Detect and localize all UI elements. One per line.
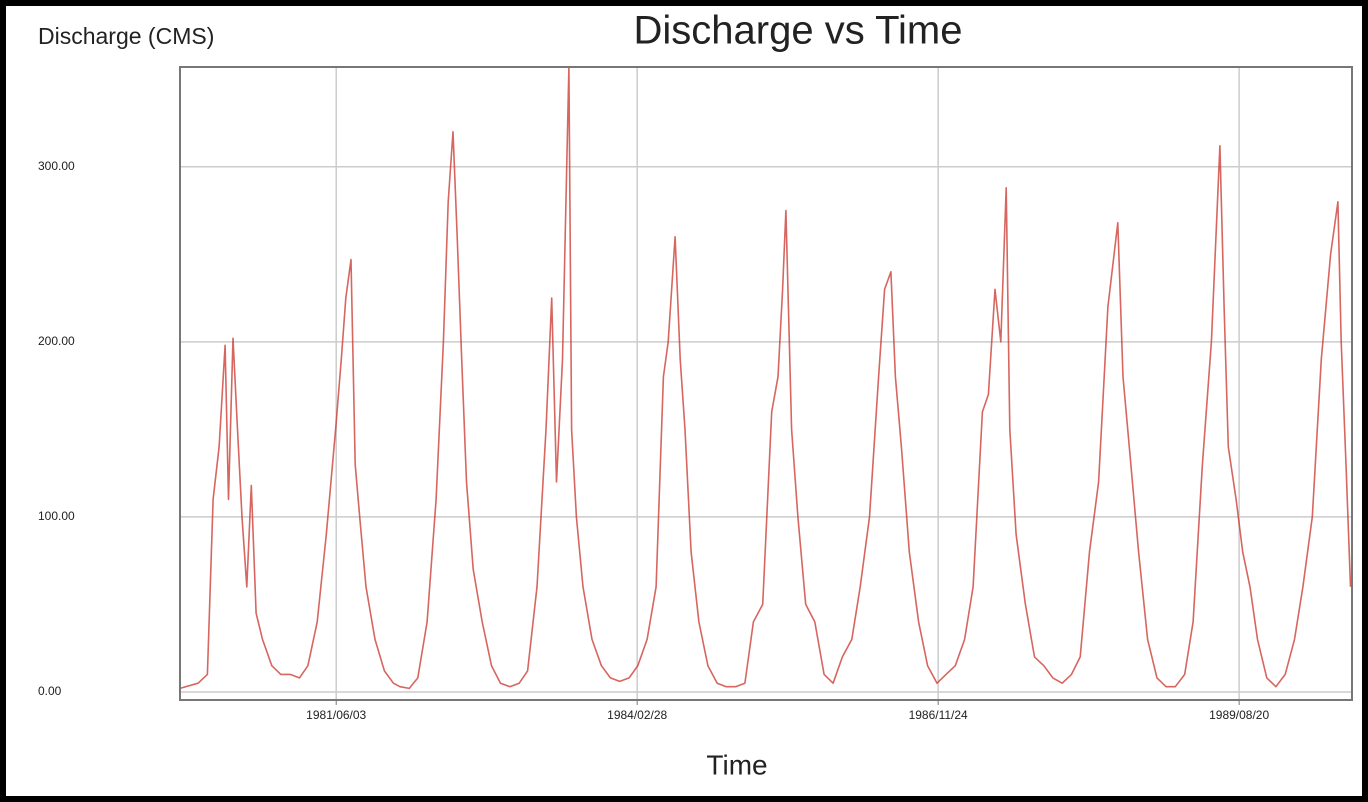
x-tick-label: 1989/08/20	[1209, 708, 1269, 722]
y-tick-label: 200.00	[38, 334, 75, 348]
x-tick-label: 1984/02/28	[607, 708, 667, 722]
y-axis-label: Discharge (CMS)	[38, 23, 214, 49]
x-tick-label: 1986/11/24	[909, 708, 968, 722]
y-tick-label: 100.00	[38, 509, 75, 523]
y-tick-label: 300.00	[38, 159, 75, 173]
plot-border	[179, 66, 1353, 701]
background	[6, 6, 1362, 796]
discharge-line	[179, 66, 1352, 690]
plot	[179, 66, 1352, 690]
y-tick-label: 0.00	[38, 684, 62, 698]
grid	[180, 67, 1352, 700]
x-tick-label: 1981/06/03	[306, 708, 366, 722]
chart-title: Discharge vs Time	[634, 9, 963, 53]
x-axis-label: Time	[706, 749, 767, 780]
